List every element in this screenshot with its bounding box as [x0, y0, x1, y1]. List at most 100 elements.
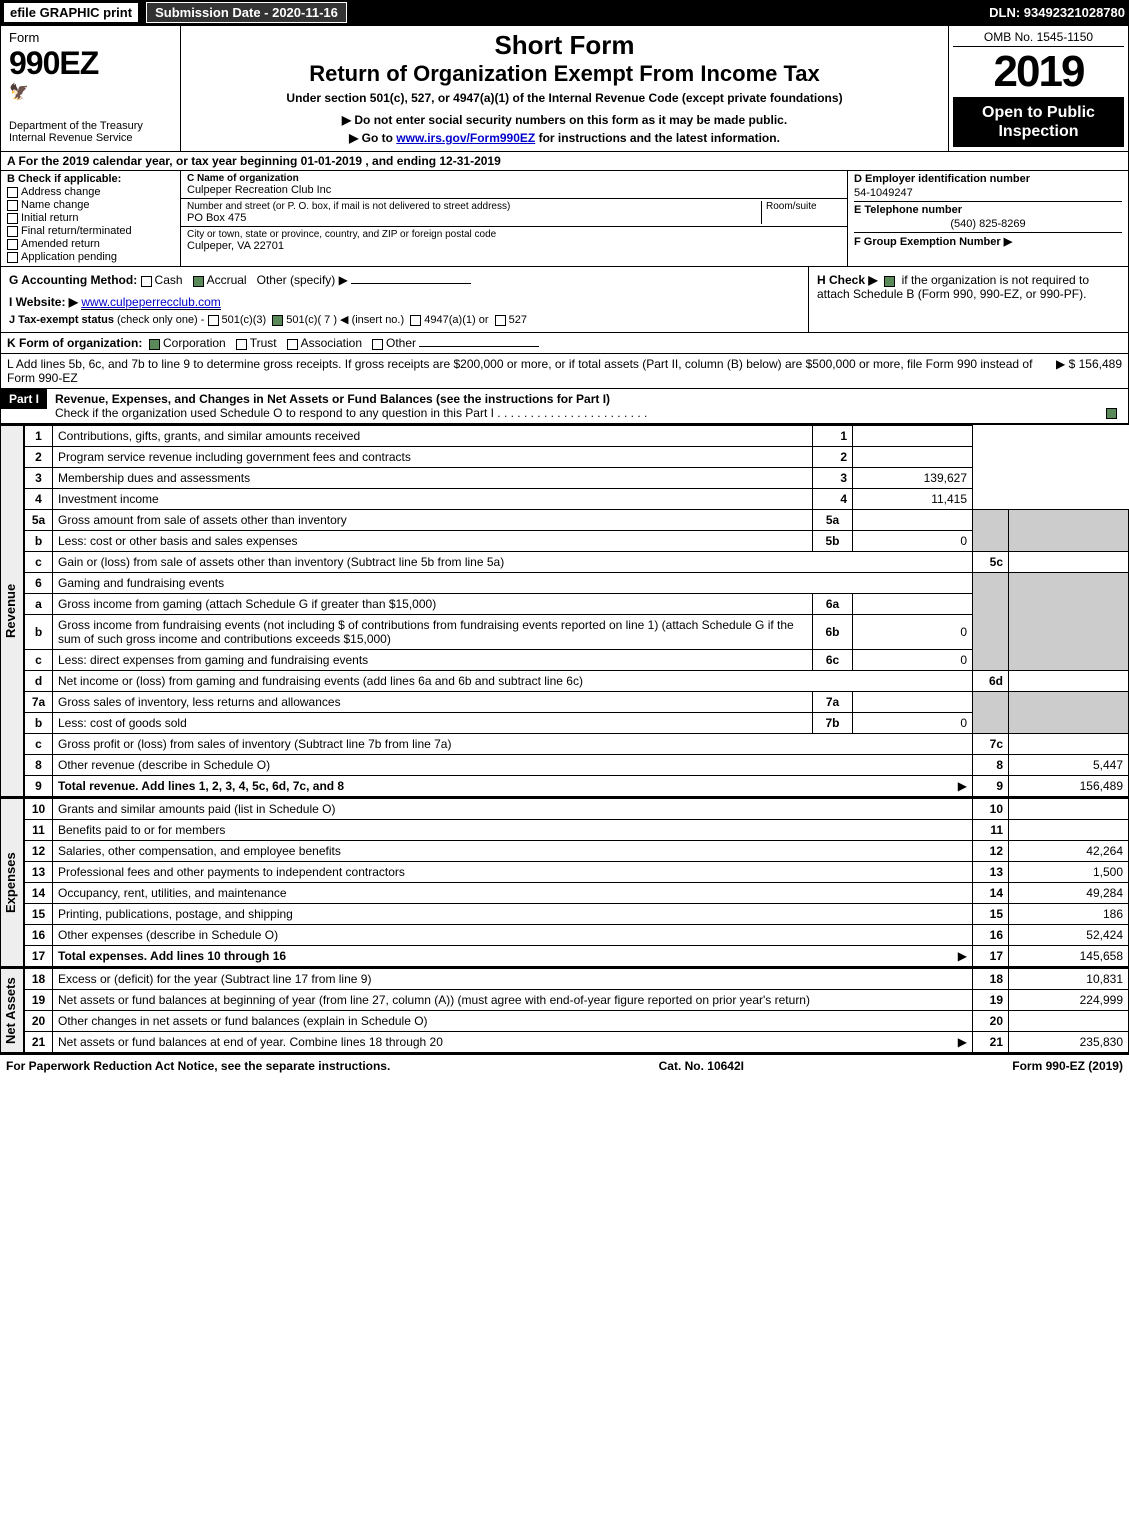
line-h-label: H Check ▶	[817, 273, 878, 287]
netassets-table: 18Excess or (deficit) for the year (Subt…	[24, 968, 1129, 1053]
goto-text: ▶ Go to www.irs.gov/Form990EZ for instru…	[189, 131, 940, 145]
line-j-label: J Tax-exempt status	[9, 314, 114, 326]
table-row: 3Membership dues and assessments3139,627	[25, 468, 1129, 489]
line-h: H Check ▶ if the organization is not req…	[808, 267, 1128, 332]
room-label: Room/suite	[761, 201, 841, 224]
arrow-icon: ▶	[958, 949, 967, 963]
addr-change-check[interactable]: Address change	[7, 186, 174, 198]
lines-g-k: G Accounting Method: Cash Accrual Other …	[0, 267, 1129, 333]
irs-link[interactable]: www.irs.gov/Form990EZ	[396, 131, 535, 145]
footer-left: For Paperwork Reduction Act Notice, see …	[6, 1059, 390, 1073]
header-left: Form 990EZ 🦅 Department of the Treasury …	[1, 26, 181, 151]
table-row: bLess: cost of goods sold7b0	[25, 713, 1129, 734]
omb-number: OMB No. 1545-1150	[953, 30, 1124, 47]
tax-year-row: A For the 2019 calendar year, or tax yea…	[0, 152, 1129, 171]
header-center: Short Form Return of Organization Exempt…	[181, 26, 948, 151]
line-1-num: 1	[25, 426, 53, 447]
netassets-section: Net Assets 18Excess or (deficit) for the…	[0, 967, 1129, 1053]
table-row: dNet income or (loss) from gaming and fu…	[25, 671, 1129, 692]
j-501c3: 501(c)(3)	[222, 314, 267, 326]
line-l-amount: ▶ $ 156,489	[1056, 357, 1122, 385]
j-4947: 4947(a)(1) or	[424, 314, 488, 326]
k-other: Other	[386, 336, 416, 350]
tax-year: 2019	[953, 47, 1124, 97]
table-row: 4Investment income411,415	[25, 489, 1129, 510]
table-row: cGain or (loss) from sale of assets othe…	[25, 552, 1129, 573]
arrow-icon: ▶	[958, 779, 967, 793]
name-change-label: Name change	[21, 199, 90, 211]
line-1-box: 1	[813, 426, 853, 447]
dln-label: DLN: 93492321028780	[989, 5, 1125, 20]
footer-right: Form 990-EZ (2019)	[1012, 1059, 1123, 1073]
table-row: bGross income from fundraising events (n…	[25, 615, 1129, 650]
table-row: 9Total revenue. Add lines 1, 2, 3, 4, 5c…	[25, 776, 1129, 797]
dept-label: Department of the Treasury	[9, 120, 172, 132]
line-l: L Add lines 5b, 6c, and 7b to line 9 to …	[0, 354, 1129, 389]
return-title: Return of Organization Exempt From Incom…	[189, 61, 940, 87]
website-link[interactable]: www.culpeperrecclub.com	[81, 295, 220, 310]
amended-label: Amended return	[21, 238, 100, 250]
line-j-note: (check only one) -	[117, 314, 204, 326]
street-label: Number and street (or P. O. box, if mail…	[187, 201, 761, 212]
revenue-label: Revenue	[0, 425, 24, 797]
final-label: Final return/terminated	[21, 225, 132, 237]
table-row: 18Excess or (deficit) for the year (Subt…	[25, 969, 1129, 990]
goto-pre: ▶ Go to	[349, 131, 396, 145]
city-label: City or town, state or province, country…	[187, 229, 841, 240]
ein-label: D Employer identification number	[854, 173, 1122, 185]
line-j: J Tax-exempt status (check only one) - 5…	[9, 313, 800, 326]
g-other: Other (specify) ▶	[257, 273, 348, 287]
table-row: 16Other expenses (describe in Schedule O…	[25, 925, 1129, 946]
table-row: 19Net assets or fund balances at beginni…	[25, 990, 1129, 1011]
line-g-label: G Accounting Method:	[9, 273, 137, 287]
line-1-amt	[853, 426, 973, 447]
box-b: B Check if applicable: Address change Na…	[1, 171, 181, 266]
table-row: 1Contributions, gifts, grants, and simil…	[25, 426, 1129, 447]
table-row: 13Professional fees and other payments t…	[25, 862, 1129, 883]
box-b-label: B Check if applicable:	[7, 173, 174, 185]
table-row: 6Gaming and fundraising events	[25, 573, 1129, 594]
netassets-label: Net Assets	[0, 968, 24, 1053]
initial-return-check[interactable]: Initial return	[7, 212, 174, 224]
group-label: F Group Exemption Number ▶	[854, 232, 1122, 248]
schedule-o-check[interactable]	[1106, 408, 1117, 419]
box-d: D Employer identification number 54-1049…	[848, 171, 1128, 266]
form-number: 990EZ	[9, 45, 172, 82]
form-label: Form	[9, 30, 172, 45]
tel-label: E Telephone number	[854, 204, 1122, 216]
table-row: 15Printing, publications, postage, and s…	[25, 904, 1129, 925]
k-corp: Corporation	[163, 336, 226, 350]
efile-print-button[interactable]: efile GRAPHIC print	[4, 3, 138, 22]
line-1-text: Contributions, gifts, grants, and simila…	[53, 426, 813, 447]
table-row: 5aGross amount from sale of assets other…	[25, 510, 1129, 531]
line-i-label: I Website: ▶	[9, 295, 78, 309]
short-form-title: Short Form	[189, 30, 940, 61]
final-return-check[interactable]: Final return/terminated	[7, 225, 174, 237]
table-row: 21Net assets or fund balances at end of …	[25, 1032, 1129, 1053]
initial-label: Initial return	[21, 212, 78, 224]
name-change-check[interactable]: Name change	[7, 199, 174, 211]
irs-label: Internal Revenue Service	[9, 132, 172, 144]
j-501c: 501(c)( 7 ) ◀ (insert no.)	[286, 314, 404, 326]
g-cash: Cash	[155, 273, 183, 287]
pending-check[interactable]: Application pending	[7, 251, 174, 263]
info-grid: B Check if applicable: Address change Na…	[0, 171, 1129, 267]
g-accrual: Accrual	[207, 273, 247, 287]
header-right: OMB No. 1545-1150 2019 Open to Public In…	[948, 26, 1128, 151]
table-row: aGross income from gaming (attach Schedu…	[25, 594, 1129, 615]
expenses-label: Expenses	[0, 798, 24, 967]
goto-post: for instructions and the latest informat…	[535, 131, 780, 145]
addr-change-label: Address change	[21, 186, 101, 198]
table-row: 12Salaries, other compensation, and empl…	[25, 841, 1129, 862]
amended-check[interactable]: Amended return	[7, 238, 174, 250]
expenses-section: Expenses 10Grants and similar amounts pa…	[0, 797, 1129, 967]
table-row: 14Occupancy, rent, utilities, and mainte…	[25, 883, 1129, 904]
j-527: 527	[509, 314, 527, 326]
city-value: Culpeper, VA 22701	[187, 240, 841, 252]
donot-text: ▶ Do not enter social security numbers o…	[189, 113, 940, 127]
revenue-section: Revenue 1Contributions, gifts, grants, a…	[0, 424, 1129, 797]
eagle-icon: 🦅	[9, 82, 172, 102]
table-row: cGross profit or (loss) from sales of in…	[25, 734, 1129, 755]
pending-label: Application pending	[21, 251, 117, 263]
line-h-check[interactable]	[884, 276, 895, 287]
